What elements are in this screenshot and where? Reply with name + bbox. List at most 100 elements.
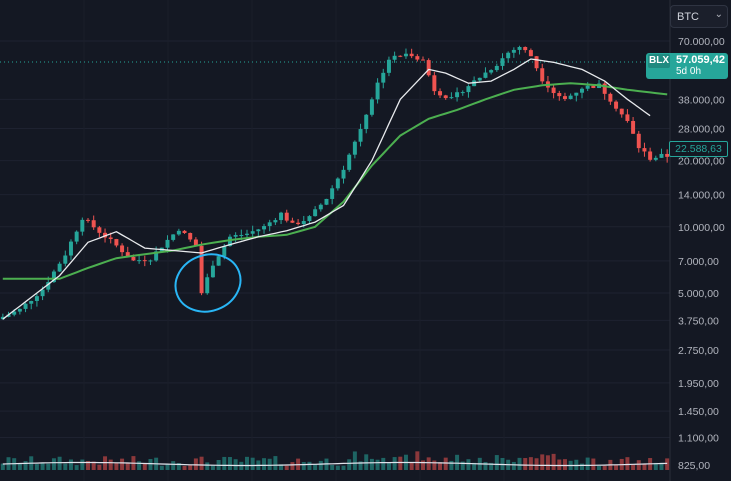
volume-bar xyxy=(511,461,516,470)
candle-body xyxy=(330,188,335,199)
price-tag-countdown: 5d 0h xyxy=(676,66,702,77)
candle-body xyxy=(574,92,579,96)
volume-bar xyxy=(443,457,448,470)
volume-bar xyxy=(545,455,550,470)
volume-bar xyxy=(165,464,170,470)
candle-body xyxy=(256,229,261,232)
candle-body xyxy=(653,157,658,160)
candle-body xyxy=(438,91,443,96)
volume-bar xyxy=(313,464,318,470)
annotation-circle[interactable] xyxy=(167,245,248,320)
candle-body xyxy=(68,241,73,256)
volume-bar xyxy=(23,461,28,470)
candle-body xyxy=(398,55,403,57)
candle-body xyxy=(460,92,465,94)
candle-body xyxy=(267,222,272,227)
volume-bar xyxy=(120,458,125,470)
candle-body xyxy=(409,53,414,57)
candle-body xyxy=(619,108,624,115)
candle-body xyxy=(477,77,482,81)
symbol-selector[interactable]: BTC ⌄ xyxy=(670,5,728,28)
candles[interactable] xyxy=(0,45,670,320)
volume-bar xyxy=(0,463,5,470)
volume-bar xyxy=(125,462,130,470)
volume-bar xyxy=(188,464,193,470)
candle-body xyxy=(40,289,45,297)
candle-body xyxy=(74,231,79,242)
volume-bar xyxy=(483,461,488,470)
chevron-down-icon[interactable]: ⌄ xyxy=(714,9,723,20)
candle-body xyxy=(352,141,357,155)
price-tag-label: BLX xyxy=(648,54,670,68)
price-scale[interactable] xyxy=(670,0,731,481)
candle-body xyxy=(86,219,90,221)
volume-bar xyxy=(330,464,335,470)
volume-bar xyxy=(597,465,602,470)
candle-body xyxy=(51,271,56,283)
y-tick-label: 3.750,00 xyxy=(678,315,719,327)
candle-body xyxy=(335,178,340,189)
volume-bar xyxy=(176,463,181,470)
volume-bar xyxy=(449,460,454,470)
candle-body xyxy=(415,56,420,60)
volume-bar xyxy=(262,458,267,470)
candle-body xyxy=(148,260,153,262)
y-tick-label: 1.100,00 xyxy=(678,433,719,445)
candle-body xyxy=(57,263,62,272)
volume-bar xyxy=(415,451,420,470)
volume-bar xyxy=(438,462,443,470)
volume-bar xyxy=(199,456,204,470)
volume-bar xyxy=(171,461,176,470)
candle-body xyxy=(517,47,522,50)
y-tick-label: 70.000,00 xyxy=(678,36,725,48)
y-tick-label: 7.000,00 xyxy=(678,256,719,268)
volume-bar xyxy=(227,457,232,470)
volume-bar xyxy=(523,458,528,470)
volume-bar xyxy=(364,454,369,470)
candle-body xyxy=(358,129,363,142)
volume-bar xyxy=(318,460,323,470)
candle-body xyxy=(142,260,147,262)
ma-fast-line xyxy=(2,58,651,320)
ma-slow-line xyxy=(2,82,668,280)
volume-bar xyxy=(562,459,567,470)
y-tick-label: 20.000,00 xyxy=(678,156,725,168)
volume-bar xyxy=(659,462,664,470)
candle-body xyxy=(403,53,408,57)
volume-bar xyxy=(540,454,545,470)
volume-bar xyxy=(137,461,142,470)
volume-bar xyxy=(86,461,90,470)
volume-bar xyxy=(352,451,357,470)
volume-bar xyxy=(636,460,641,470)
candle-body xyxy=(290,220,295,223)
candle-body xyxy=(557,93,562,97)
candle-body xyxy=(103,232,108,238)
volume-bar xyxy=(91,461,96,470)
candle-body xyxy=(279,212,284,221)
candle-body xyxy=(375,82,380,100)
candle-body xyxy=(551,87,556,94)
volume-bar xyxy=(528,457,533,470)
candle-body xyxy=(421,59,425,61)
candle-body xyxy=(369,99,374,115)
candle-body xyxy=(466,86,471,93)
candle-body xyxy=(6,314,11,317)
candle-body xyxy=(625,114,630,121)
volume-bar xyxy=(381,457,386,470)
candle-body xyxy=(602,83,607,94)
volume-bar xyxy=(653,462,658,470)
volume-bar xyxy=(574,459,579,470)
volume-bar xyxy=(267,458,272,470)
volume-bar xyxy=(614,465,619,470)
volume-bar xyxy=(301,462,306,470)
candle-body xyxy=(648,151,653,160)
candle-body xyxy=(12,311,17,315)
candle-body xyxy=(562,96,567,99)
volume-bar xyxy=(432,460,437,470)
volume-bar xyxy=(591,458,596,470)
volume-bar xyxy=(279,464,284,470)
volume-bar xyxy=(392,457,397,470)
candle-body xyxy=(245,233,249,235)
